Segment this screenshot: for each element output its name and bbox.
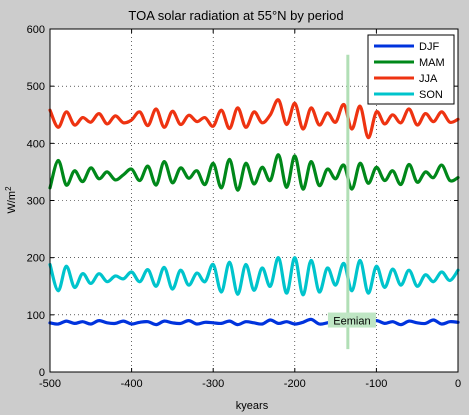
annotation-eemian: Eemian (333, 316, 370, 328)
legend-label-jja: JJA (419, 73, 438, 85)
annotation-layer: Eemian (327, 54, 376, 350)
x-tick-label: -200 (284, 378, 306, 390)
annotation-background (327, 312, 376, 328)
axis-ticks: -500 -400 -300 -200 -100 0 0 100 200 300 400 500 600 (27, 24, 461, 390)
y-axis-label: W/m2 (4, 186, 19, 214)
y-axis-label-main: W/m (6, 191, 18, 214)
legend: DJF MAM JJA SON (367, 34, 455, 105)
y-tick-label: 500 (27, 81, 45, 93)
x-tick-label: -300 (202, 378, 224, 390)
chart-title: TOA solar radiation at 55°N by period (128, 8, 343, 23)
series-line-son (48, 256, 460, 297)
series-line-djf (48, 317, 460, 327)
series-line-jja (48, 98, 460, 140)
x-axis-label: kyears (236, 400, 269, 412)
y-tick-label: 300 (27, 196, 45, 208)
x-tick-label: 0 (455, 378, 461, 390)
y-tick-label: 100 (27, 310, 45, 322)
y-tick-label: 200 (27, 253, 45, 265)
y-axis-label-superscript: 2 (4, 186, 13, 191)
legend-label-son: SON (419, 89, 443, 101)
y-tick-label: 0 (39, 367, 45, 379)
series-line-mam (48, 153, 460, 192)
legend-label-mam: MAM (419, 57, 445, 69)
x-tick-label: -100 (365, 378, 387, 390)
x-tick-label: -500 (39, 378, 61, 390)
series-layer (48, 98, 460, 327)
legend-label-djf: DJF (419, 41, 439, 53)
y-tick-label: 400 (27, 138, 45, 150)
x-tick-label: -400 (121, 378, 143, 390)
y-tick-label: 600 (27, 24, 45, 36)
